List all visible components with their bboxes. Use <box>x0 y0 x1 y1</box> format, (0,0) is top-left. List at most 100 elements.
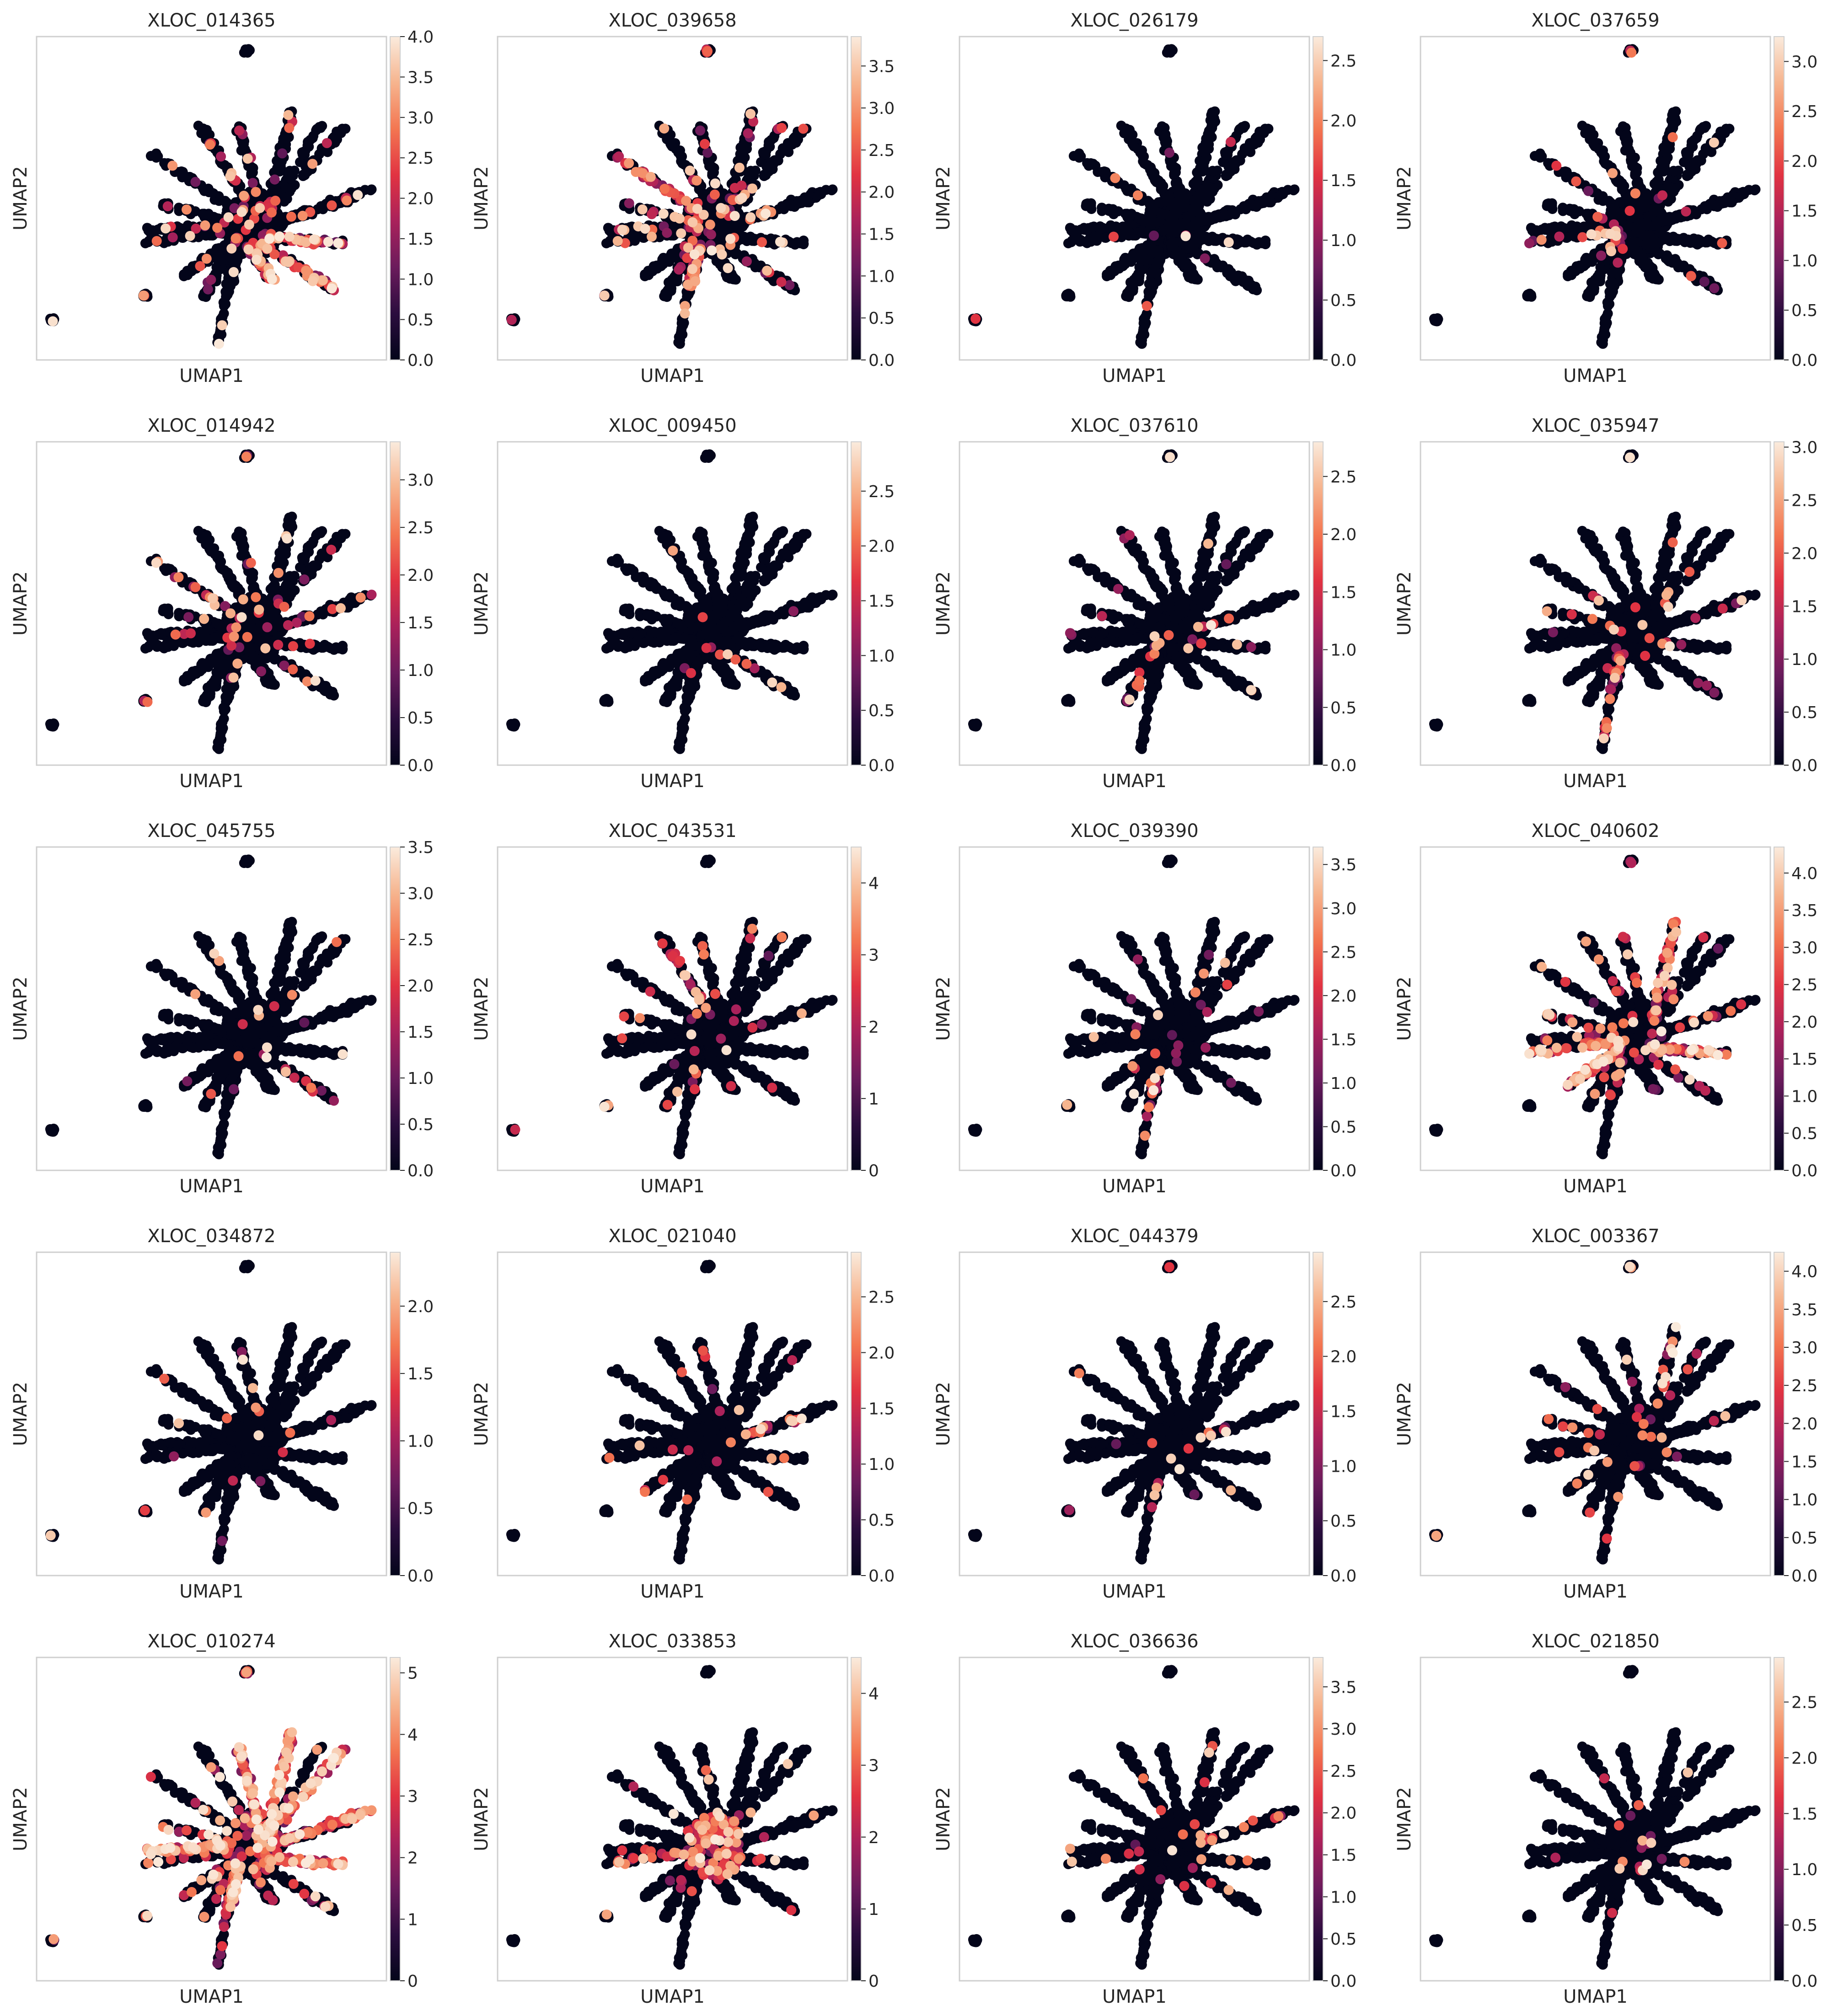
cell-point <box>674 264 684 274</box>
cell-point <box>239 191 249 201</box>
cell-point <box>676 228 686 238</box>
cell-point <box>1650 179 1660 189</box>
cell-point <box>1083 198 1093 209</box>
cell-point <box>1617 182 1627 192</box>
colorbar-tick-label: 1.5 <box>407 230 434 249</box>
cell-point <box>318 275 328 285</box>
cell-point <box>152 236 162 246</box>
cell-point <box>1088 222 1099 232</box>
colorbar-tick-label: 4.0 <box>407 28 434 47</box>
cell-point <box>1671 107 1681 117</box>
cell-point <box>312 124 322 134</box>
colorbar-tick-label: 3.5 <box>868 57 895 76</box>
cell-point <box>1158 225 1168 235</box>
cell-point <box>1126 229 1136 239</box>
cell-point <box>1074 150 1084 161</box>
cell-point <box>1226 137 1236 147</box>
cell-point <box>1585 126 1595 136</box>
cell-point <box>1124 126 1134 136</box>
cell-point <box>1669 166 1679 176</box>
cell-point <box>766 135 777 145</box>
y-axis-label: UMAP2 <box>471 166 492 231</box>
colorbar-tick-label: 0.5 <box>868 309 895 328</box>
cell-point <box>1173 183 1183 193</box>
panel-title: XLOC_026179 <box>1070 10 1198 31</box>
cell-point <box>687 264 697 274</box>
cell-point <box>267 208 277 218</box>
cell-point <box>220 196 230 206</box>
cell-point <box>1228 157 1238 167</box>
cell-point <box>1661 156 1671 166</box>
cell-point <box>1082 158 1092 168</box>
cell-point <box>702 148 713 158</box>
cell-point <box>1248 200 1258 210</box>
cell-point <box>284 123 294 133</box>
cell-point <box>201 126 211 136</box>
cell-point <box>659 184 670 194</box>
cell-point <box>821 185 831 195</box>
cell-point <box>745 109 756 119</box>
colorbar-tick-label: 0.0 <box>868 351 895 370</box>
cell-point <box>776 277 786 287</box>
cell-point <box>327 200 337 210</box>
panel-title: XLOC_037659 <box>1531 10 1659 31</box>
colorbar-tick-label: 0.0 <box>407 351 434 370</box>
cell-point <box>277 148 287 158</box>
cell-point <box>666 139 676 150</box>
cell-point <box>735 143 745 153</box>
cell-point <box>264 234 274 244</box>
cell-point <box>1164 192 1174 202</box>
cell-point <box>507 315 517 325</box>
cell-point <box>1263 124 1273 134</box>
cell-point <box>790 240 800 250</box>
cell-point <box>214 339 224 349</box>
cell-point <box>1226 166 1236 177</box>
cell-point <box>647 209 657 219</box>
cell-point <box>777 123 787 133</box>
cell-point <box>1146 289 1156 299</box>
cell-point <box>778 143 788 153</box>
cell-point <box>1181 231 1191 241</box>
cell-point <box>638 204 648 214</box>
cell-point <box>1744 185 1754 195</box>
cell-point <box>1658 143 1668 153</box>
cell-point <box>139 290 149 300</box>
cell-point <box>1589 139 1599 150</box>
cell-point <box>219 301 229 311</box>
cell-point <box>764 166 774 177</box>
cell-point <box>1205 129 1215 139</box>
cell-point <box>1210 107 1220 117</box>
cell-point <box>690 276 700 286</box>
cell-point <box>283 257 293 267</box>
cell-point <box>601 238 611 248</box>
cell-point <box>1164 148 1174 158</box>
colorbar <box>1313 37 1323 360</box>
cell-point <box>270 196 280 206</box>
cell-point <box>1200 156 1210 166</box>
cell-point <box>710 178 720 188</box>
y-axis-label: UMAP2 <box>10 166 31 231</box>
cell-point <box>200 220 210 231</box>
cell-point <box>747 183 757 193</box>
cell-point <box>1233 235 1243 245</box>
cell-point <box>717 250 727 260</box>
cell-point <box>1238 277 1249 287</box>
cell-point <box>709 163 719 173</box>
cell-point <box>205 139 215 150</box>
cell-point <box>223 289 233 299</box>
cell-point <box>723 263 733 273</box>
cell-point <box>270 175 280 185</box>
cell-point <box>624 158 634 168</box>
cell-point <box>267 274 277 284</box>
cell-point <box>1156 182 1166 192</box>
cell-point <box>1225 271 1235 281</box>
cell-point <box>1724 124 1734 134</box>
colorbar-tick-label: 1.0 <box>1330 231 1356 250</box>
cell-point <box>248 163 258 173</box>
cell-point <box>647 232 657 242</box>
cell-point <box>208 188 218 198</box>
cell-point <box>1122 291 1132 301</box>
cell-point <box>248 178 258 188</box>
cell-point <box>1211 259 1221 269</box>
cell-point <box>48 316 58 327</box>
